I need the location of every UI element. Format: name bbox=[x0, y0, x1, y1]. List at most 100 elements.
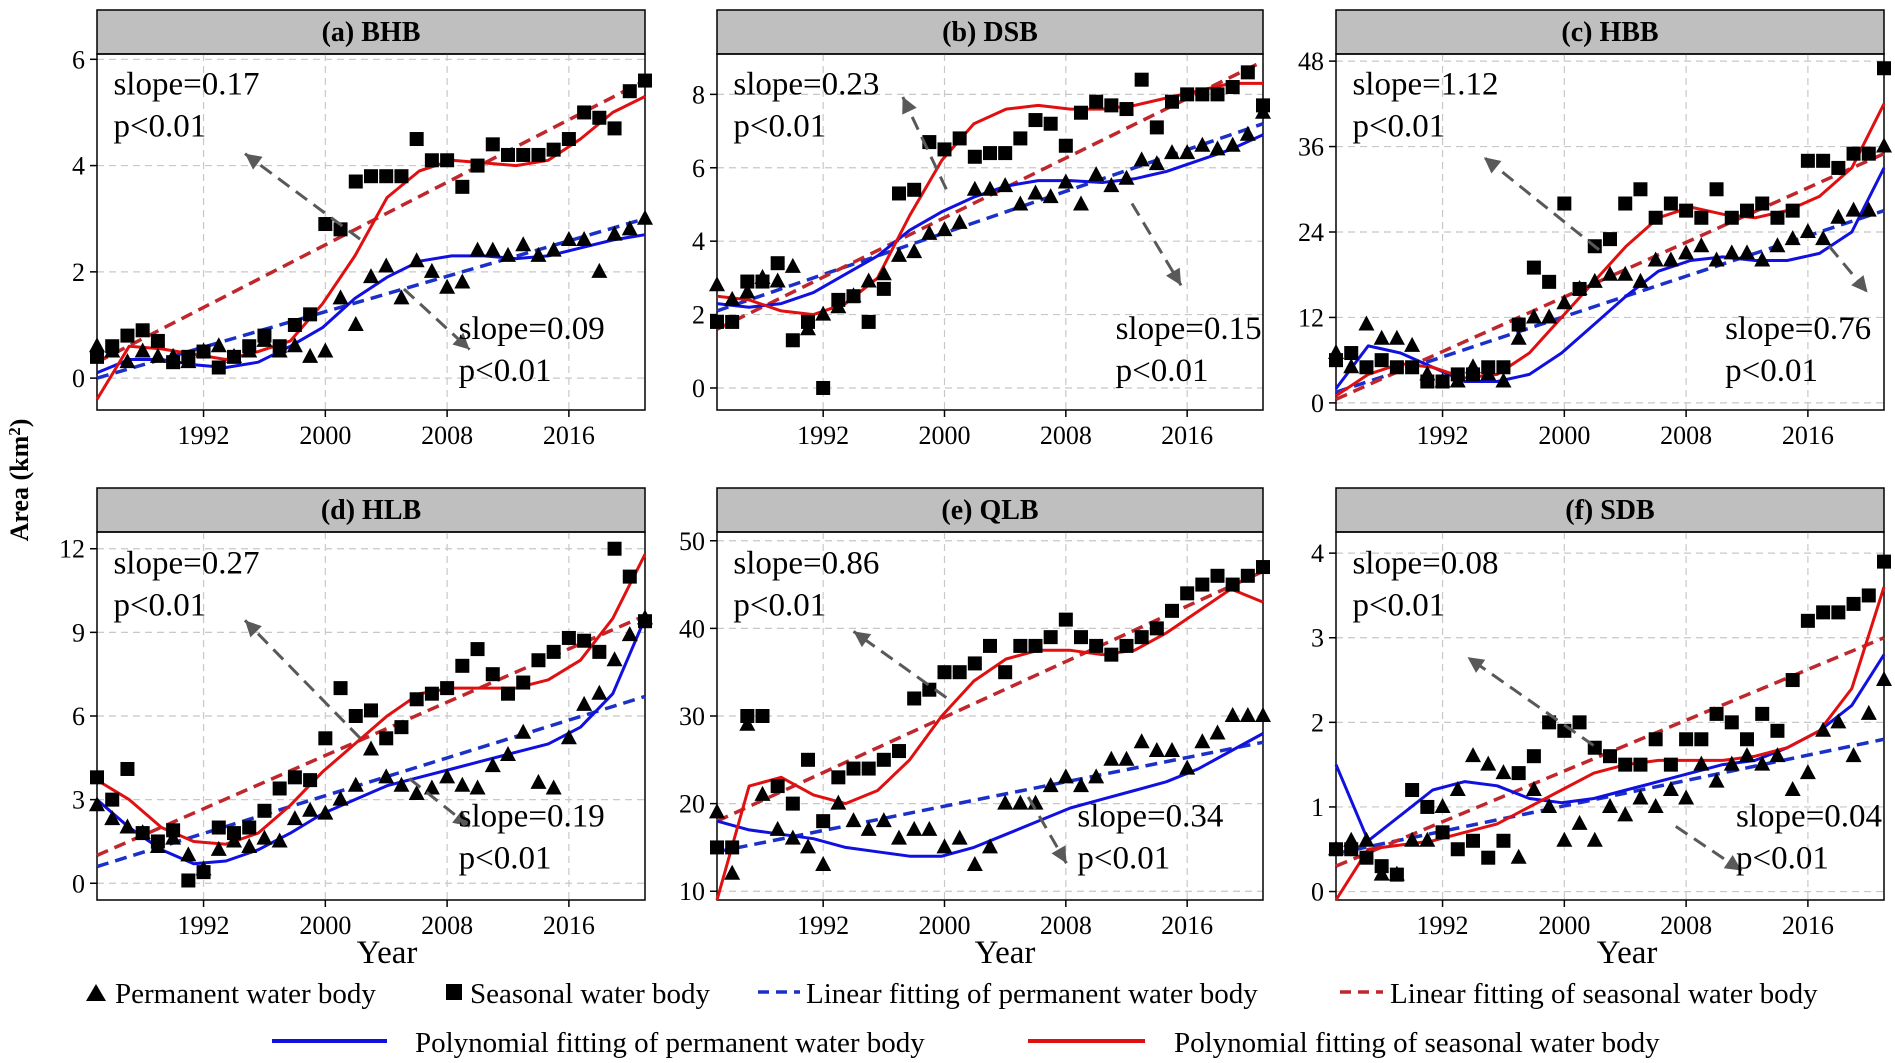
seasonal-point bbox=[1058, 138, 1073, 153]
y-tick-label: 6 bbox=[72, 702, 85, 731]
y-tick-label: 3 bbox=[1311, 624, 1324, 653]
permanent-point bbox=[936, 838, 953, 854]
seasonal-point bbox=[967, 149, 982, 164]
seasonal-point bbox=[1256, 560, 1270, 575]
y-tick-label: 6 bbox=[692, 154, 705, 183]
seasonal-point bbox=[1389, 360, 1404, 375]
seasonal-point bbox=[1542, 715, 1557, 730]
legend-linear-seasonal: Linear fitting of seasonal water body bbox=[1390, 978, 1818, 1010]
permanent-point bbox=[195, 342, 212, 358]
seasonal-point bbox=[409, 692, 424, 707]
permanent-point bbox=[769, 820, 786, 836]
x-tick-label: 2008 bbox=[1660, 911, 1712, 940]
seasonal-point bbox=[937, 665, 952, 680]
y-tick-label: 0 bbox=[692, 374, 705, 403]
y-tick-label: 2 bbox=[692, 301, 705, 330]
seasonal-point bbox=[1618, 757, 1633, 772]
seasonal-point bbox=[1724, 210, 1739, 225]
legend-poly-seasonal: Polynomial fitting of seasonal water bod… bbox=[1174, 1027, 1660, 1059]
permanent-point bbox=[1602, 797, 1618, 813]
permanent-point bbox=[469, 779, 486, 795]
x-tick-label: 1992 bbox=[797, 421, 849, 450]
permanent-point bbox=[1845, 201, 1862, 217]
permanent-point bbox=[423, 262, 440, 278]
permanent-point bbox=[1586, 272, 1603, 288]
permanent-point bbox=[951, 829, 968, 845]
permanent-point bbox=[1799, 223, 1816, 238]
seasonal-point bbox=[1149, 120, 1164, 135]
seasonal-point bbox=[998, 665, 1013, 680]
permanent-p-label: p<0.01 bbox=[1725, 353, 1818, 389]
permanent-point bbox=[875, 265, 892, 281]
permanent-point bbox=[1194, 136, 1211, 152]
permanent-point bbox=[1057, 768, 1074, 784]
panel-title: (d) HLB bbox=[321, 495, 421, 526]
seasonal-point bbox=[1526, 260, 1541, 275]
permanent-point bbox=[1419, 831, 1436, 847]
permanent-point bbox=[739, 283, 756, 299]
seasonal-point bbox=[303, 307, 318, 322]
seasonal-point bbox=[983, 638, 997, 653]
seasonal-point bbox=[135, 323, 150, 338]
seasonal-point bbox=[1089, 638, 1104, 653]
seasonal-point bbox=[379, 731, 394, 746]
permanent-point bbox=[1255, 103, 1271, 119]
seasonal-point bbox=[1180, 87, 1195, 102]
x-tick-label: 2000 bbox=[1538, 421, 1590, 450]
panel-qlb: (e) QLB 1992 2000 2008 2016 10 20 30 40 50 slope=0… bbox=[679, 487, 1271, 940]
permanent-point bbox=[1541, 308, 1558, 324]
seasonal-point bbox=[907, 691, 922, 706]
permanent-point bbox=[500, 246, 516, 262]
permanent-point bbox=[1662, 251, 1679, 267]
permanent-point bbox=[1164, 144, 1180, 160]
x-tick-label: 2008 bbox=[421, 421, 473, 450]
permanent-point bbox=[1118, 750, 1135, 766]
seasonal-point bbox=[211, 360, 226, 375]
y-axis-title: Area (km2) bbox=[5, 419, 34, 542]
y-tick-label: 24 bbox=[1298, 218, 1324, 247]
permanent-arrow-head bbox=[1051, 845, 1067, 864]
seasonal-point bbox=[379, 169, 394, 184]
permanent-point bbox=[1073, 195, 1089, 211]
plot-frame bbox=[96, 53, 646, 411]
permanent-point bbox=[1133, 151, 1150, 167]
y-tick-label: 12 bbox=[1298, 303, 1324, 332]
permanent-point bbox=[591, 262, 608, 278]
permanent-point bbox=[393, 289, 410, 305]
permanent-point bbox=[724, 290, 741, 306]
seasonal-point bbox=[455, 658, 470, 673]
legend-linear-permanent: Linear fitting of permanent water body bbox=[806, 978, 1258, 1010]
y-tick-label: 40 bbox=[679, 614, 705, 643]
y-tick-label: 1 bbox=[1311, 793, 1324, 822]
x-tick-label: 2000 bbox=[919, 421, 971, 450]
seasonal-point bbox=[1374, 353, 1389, 368]
seasonal-point bbox=[1557, 196, 1572, 211]
permanent-point bbox=[500, 746, 516, 762]
permanent-point bbox=[1525, 781, 1542, 797]
y-tick-label: 20 bbox=[679, 790, 705, 819]
seasonal-point bbox=[1225, 577, 1240, 592]
seasonal-point bbox=[1225, 80, 1240, 95]
permanent-point bbox=[1830, 713, 1847, 729]
permanent-point bbox=[1815, 230, 1832, 246]
permanent-p-label: p<0.01 bbox=[1116, 353, 1209, 389]
permanent-point bbox=[921, 224, 938, 240]
permanent-point bbox=[317, 342, 334, 358]
seasonal-point bbox=[725, 840, 740, 855]
x-tick-label: 2008 bbox=[1040, 421, 1092, 450]
panel-header bbox=[716, 487, 1264, 533]
permanent-point bbox=[1510, 329, 1527, 345]
permanent-p-label: p<0.01 bbox=[1077, 840, 1170, 876]
seasonal-point bbox=[1149, 621, 1164, 636]
seasonal-point bbox=[740, 274, 755, 289]
permanent-point bbox=[180, 846, 197, 862]
y-tick-label: 0 bbox=[72, 869, 85, 898]
permanent-point bbox=[545, 779, 562, 795]
permanent-arrow-head bbox=[452, 810, 470, 827]
permanent-point bbox=[256, 331, 273, 347]
seasonal-point bbox=[333, 222, 348, 237]
permanent-point bbox=[1602, 265, 1618, 281]
seasonal-point bbox=[1074, 105, 1088, 120]
permanent-slope-label: slope=0.76 bbox=[1725, 311, 1871, 347]
y-tick-label: 0 bbox=[1311, 389, 1324, 418]
